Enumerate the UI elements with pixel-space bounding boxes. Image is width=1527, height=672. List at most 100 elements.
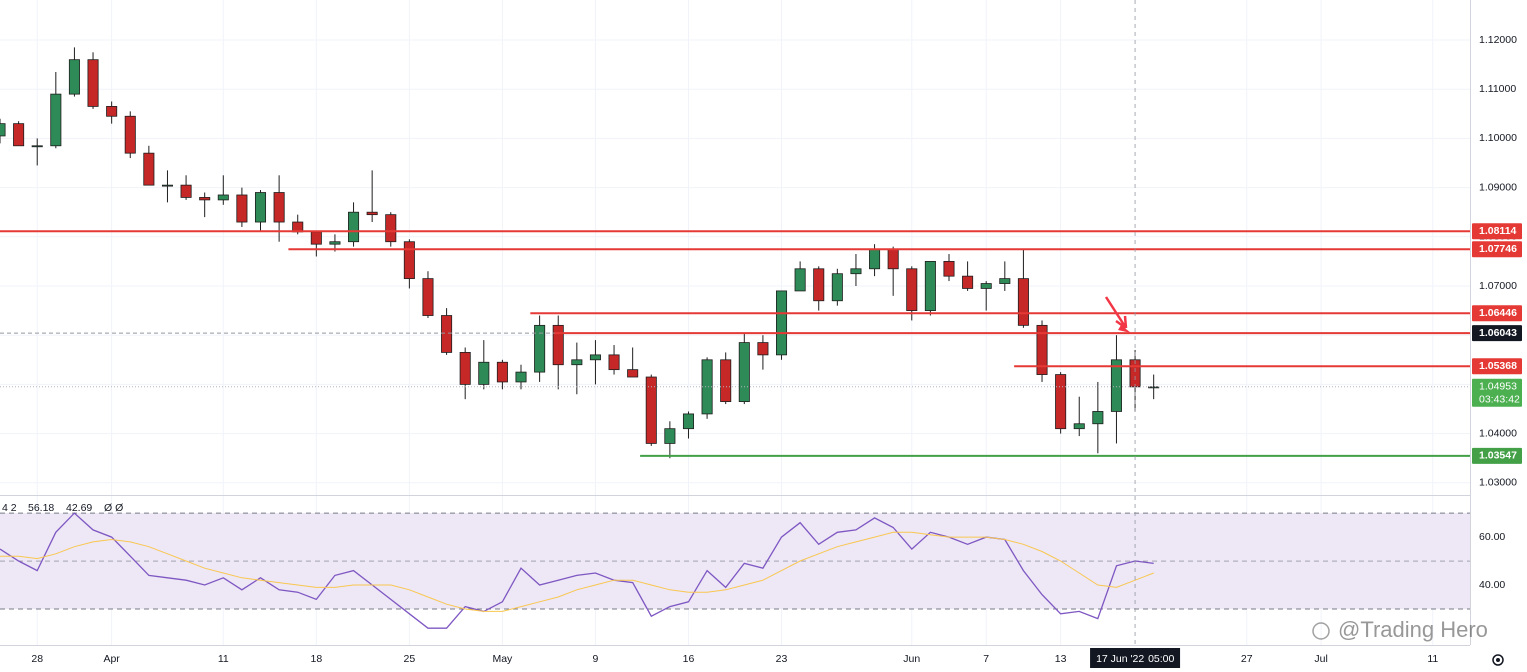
candle-body [627, 369, 639, 378]
y-tick-label: 1.03000 [1479, 477, 1517, 489]
level-label-box [1472, 358, 1522, 375]
settings-button[interactable] [1492, 654, 1504, 666]
candle-body [1017, 278, 1029, 326]
level-label: 1.08114 [1479, 225, 1517, 237]
x-tick-label: Jun [903, 653, 920, 665]
x-tick-label: 13 [1055, 653, 1067, 665]
level-label-box [1472, 447, 1522, 464]
level-label-box [1472, 241, 1522, 258]
candle-body [869, 248, 881, 270]
candle-body [999, 278, 1011, 284]
x-tick-label: 18 [310, 653, 322, 665]
watermark-text: @Trading Hero [1338, 617, 1488, 642]
candle-body [831, 273, 843, 302]
candle-body [571, 359, 583, 366]
candle-body [850, 268, 862, 275]
candle-body [236, 194, 248, 223]
crosshair-time: 05:00 [1148, 653, 1174, 665]
candle-body [422, 278, 434, 316]
rsi-legend-item: 56.18 [28, 502, 54, 514]
candle-body [720, 359, 732, 403]
annotation-arrow [1104, 296, 1128, 330]
candle-body [124, 115, 136, 154]
candle-body [1036, 324, 1048, 375]
settings-gear-center[interactable] [1496, 658, 1500, 662]
x-tick-label: 11 [1427, 653, 1438, 665]
candle-body [254, 192, 267, 223]
candle-body [682, 413, 694, 430]
candle-body [0, 123, 6, 137]
candle-body [906, 268, 918, 311]
candle-body [776, 290, 788, 356]
candle-body [943, 260, 955, 277]
candle-body [366, 211, 378, 216]
countdown-label: 03:43:42 [1479, 393, 1520, 405]
level-label: 1.07746 [1479, 243, 1517, 255]
candle-body [813, 268, 825, 302]
candle-body [31, 145, 43, 148]
x-tick-label: 11 [218, 653, 229, 665]
candle-body [87, 59, 99, 107]
rsi-line [0, 512, 1154, 629]
candle-body [552, 324, 564, 366]
crosshair-label-box [1090, 648, 1181, 668]
candle-body [459, 352, 471, 385]
rsi-legend-item: 42.69 [66, 502, 92, 514]
y-tick-label: 1.09000 [1479, 181, 1517, 193]
level-label: 1.05368 [1479, 360, 1517, 372]
candle-body [68, 59, 80, 95]
x-tick-label: Apr [103, 653, 120, 665]
candle-body [515, 371, 527, 383]
level-label-box [1472, 305, 1522, 322]
rsi-pane: 4 2 56.18 42.69 Ø Ø [0, 502, 1470, 629]
x-tick-label: 23 [776, 653, 788, 665]
level-label-box [1472, 325, 1522, 342]
rsi-tick-label: 60.00 [1479, 531, 1505, 543]
candle-body [1148, 386, 1160, 389]
candle-body [1055, 374, 1067, 430]
candle-body [106, 106, 118, 117]
watermark-icon [1312, 622, 1330, 640]
y-tick-label: 1.12000 [1479, 34, 1517, 46]
rsi-legend-item: 4 2 [2, 502, 17, 514]
candle-body [757, 342, 769, 356]
candle-body [645, 376, 657, 444]
candle-body [664, 428, 676, 444]
candle-body [1073, 423, 1085, 430]
x-tick-label: May [492, 653, 513, 665]
level-label: 1.06446 [1479, 307, 1517, 319]
candle-body [161, 184, 173, 187]
candle-body [701, 359, 713, 415]
candle-body [794, 268, 806, 292]
crosshair-date: 17 Jun '22 [1096, 653, 1144, 665]
candle-body [1092, 411, 1104, 425]
rsi-line [0, 531, 1154, 612]
candle-body [403, 241, 415, 280]
candle-body [738, 342, 750, 403]
rsi-legend-item: Ø Ø [104, 502, 123, 514]
candle-body [589, 354, 601, 361]
x-tick-label: 7 [983, 653, 989, 665]
candle-body [310, 231, 322, 245]
candle-body [180, 184, 192, 198]
price-pane [0, 47, 1470, 459]
candle-body [273, 192, 285, 223]
x-tick-label: 9 [593, 653, 599, 665]
candle-body [348, 211, 360, 243]
candle-body [962, 275, 974, 289]
candle-body [50, 93, 62, 147]
candle-body [199, 197, 211, 201]
candle-body [608, 354, 620, 371]
y-tick-label: 1.07000 [1479, 280, 1517, 292]
settings-gear[interactable] [1492, 654, 1504, 666]
x-tick-label: Jul [1314, 653, 1327, 665]
candle-body [385, 214, 397, 243]
rsi-tick-label: 40.00 [1479, 579, 1505, 591]
candle-body [496, 361, 508, 383]
candle-body [534, 324, 546, 373]
axes: 28 Apr 11 18 25 May 9 16 23 Jun 7 13 27 Jul 11 1.03000 1… [31, 0, 1522, 668]
level-label: 1.06043 [1479, 327, 1517, 339]
x-tick-label: 27 [1241, 653, 1253, 665]
watermark: @Trading Hero [1312, 617, 1488, 642]
